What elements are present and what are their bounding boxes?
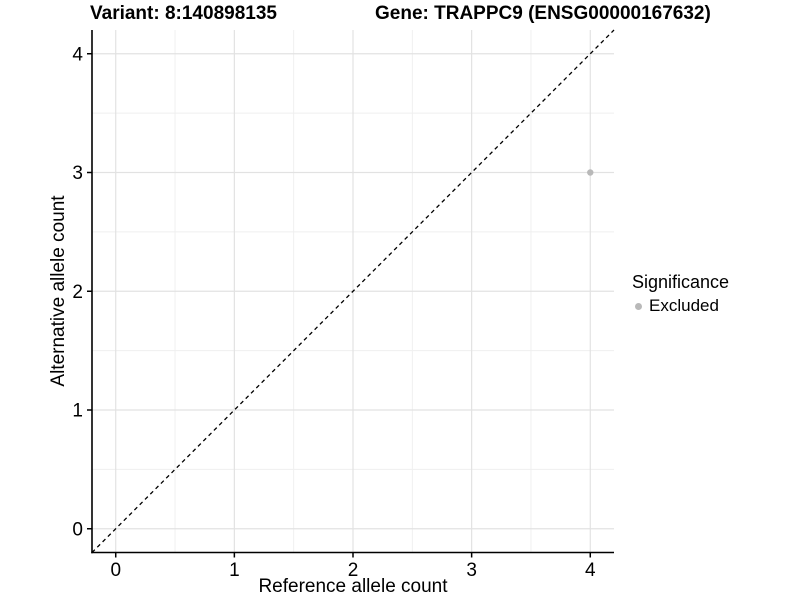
x-tick-label: 1 xyxy=(229,560,240,581)
variant-title: Variant: 8:140898135 xyxy=(90,3,277,24)
y-tick-label: 0 xyxy=(72,519,83,540)
data-point-excluded xyxy=(587,169,594,176)
y-axis-title: Alternative allele count xyxy=(48,195,69,387)
legend-item-excluded: Excluded xyxy=(632,296,729,316)
legend: Significance Excluded xyxy=(632,271,729,316)
legend-title: Significance xyxy=(632,272,730,292)
y-tick-label: 4 xyxy=(72,44,83,65)
x-tick-label: 3 xyxy=(466,560,477,581)
x-axis-title: Reference allele count xyxy=(258,576,448,597)
x-tick-label: 4 xyxy=(585,560,596,581)
identity-dashed-line xyxy=(91,29,615,553)
y-tick-label: 1 xyxy=(72,401,83,422)
x-tick-label: 2 xyxy=(348,560,359,581)
legend-item-label: Excluded xyxy=(649,296,719,315)
gene-title: Gene: TRAPPC9 (ENSG00000167632) xyxy=(375,3,711,24)
excluded-point-swatch-icon xyxy=(635,302,642,310)
y-tick-label: 2 xyxy=(72,282,83,303)
x-tick-label: 0 xyxy=(110,560,121,581)
y-tick-label: 3 xyxy=(72,163,83,184)
